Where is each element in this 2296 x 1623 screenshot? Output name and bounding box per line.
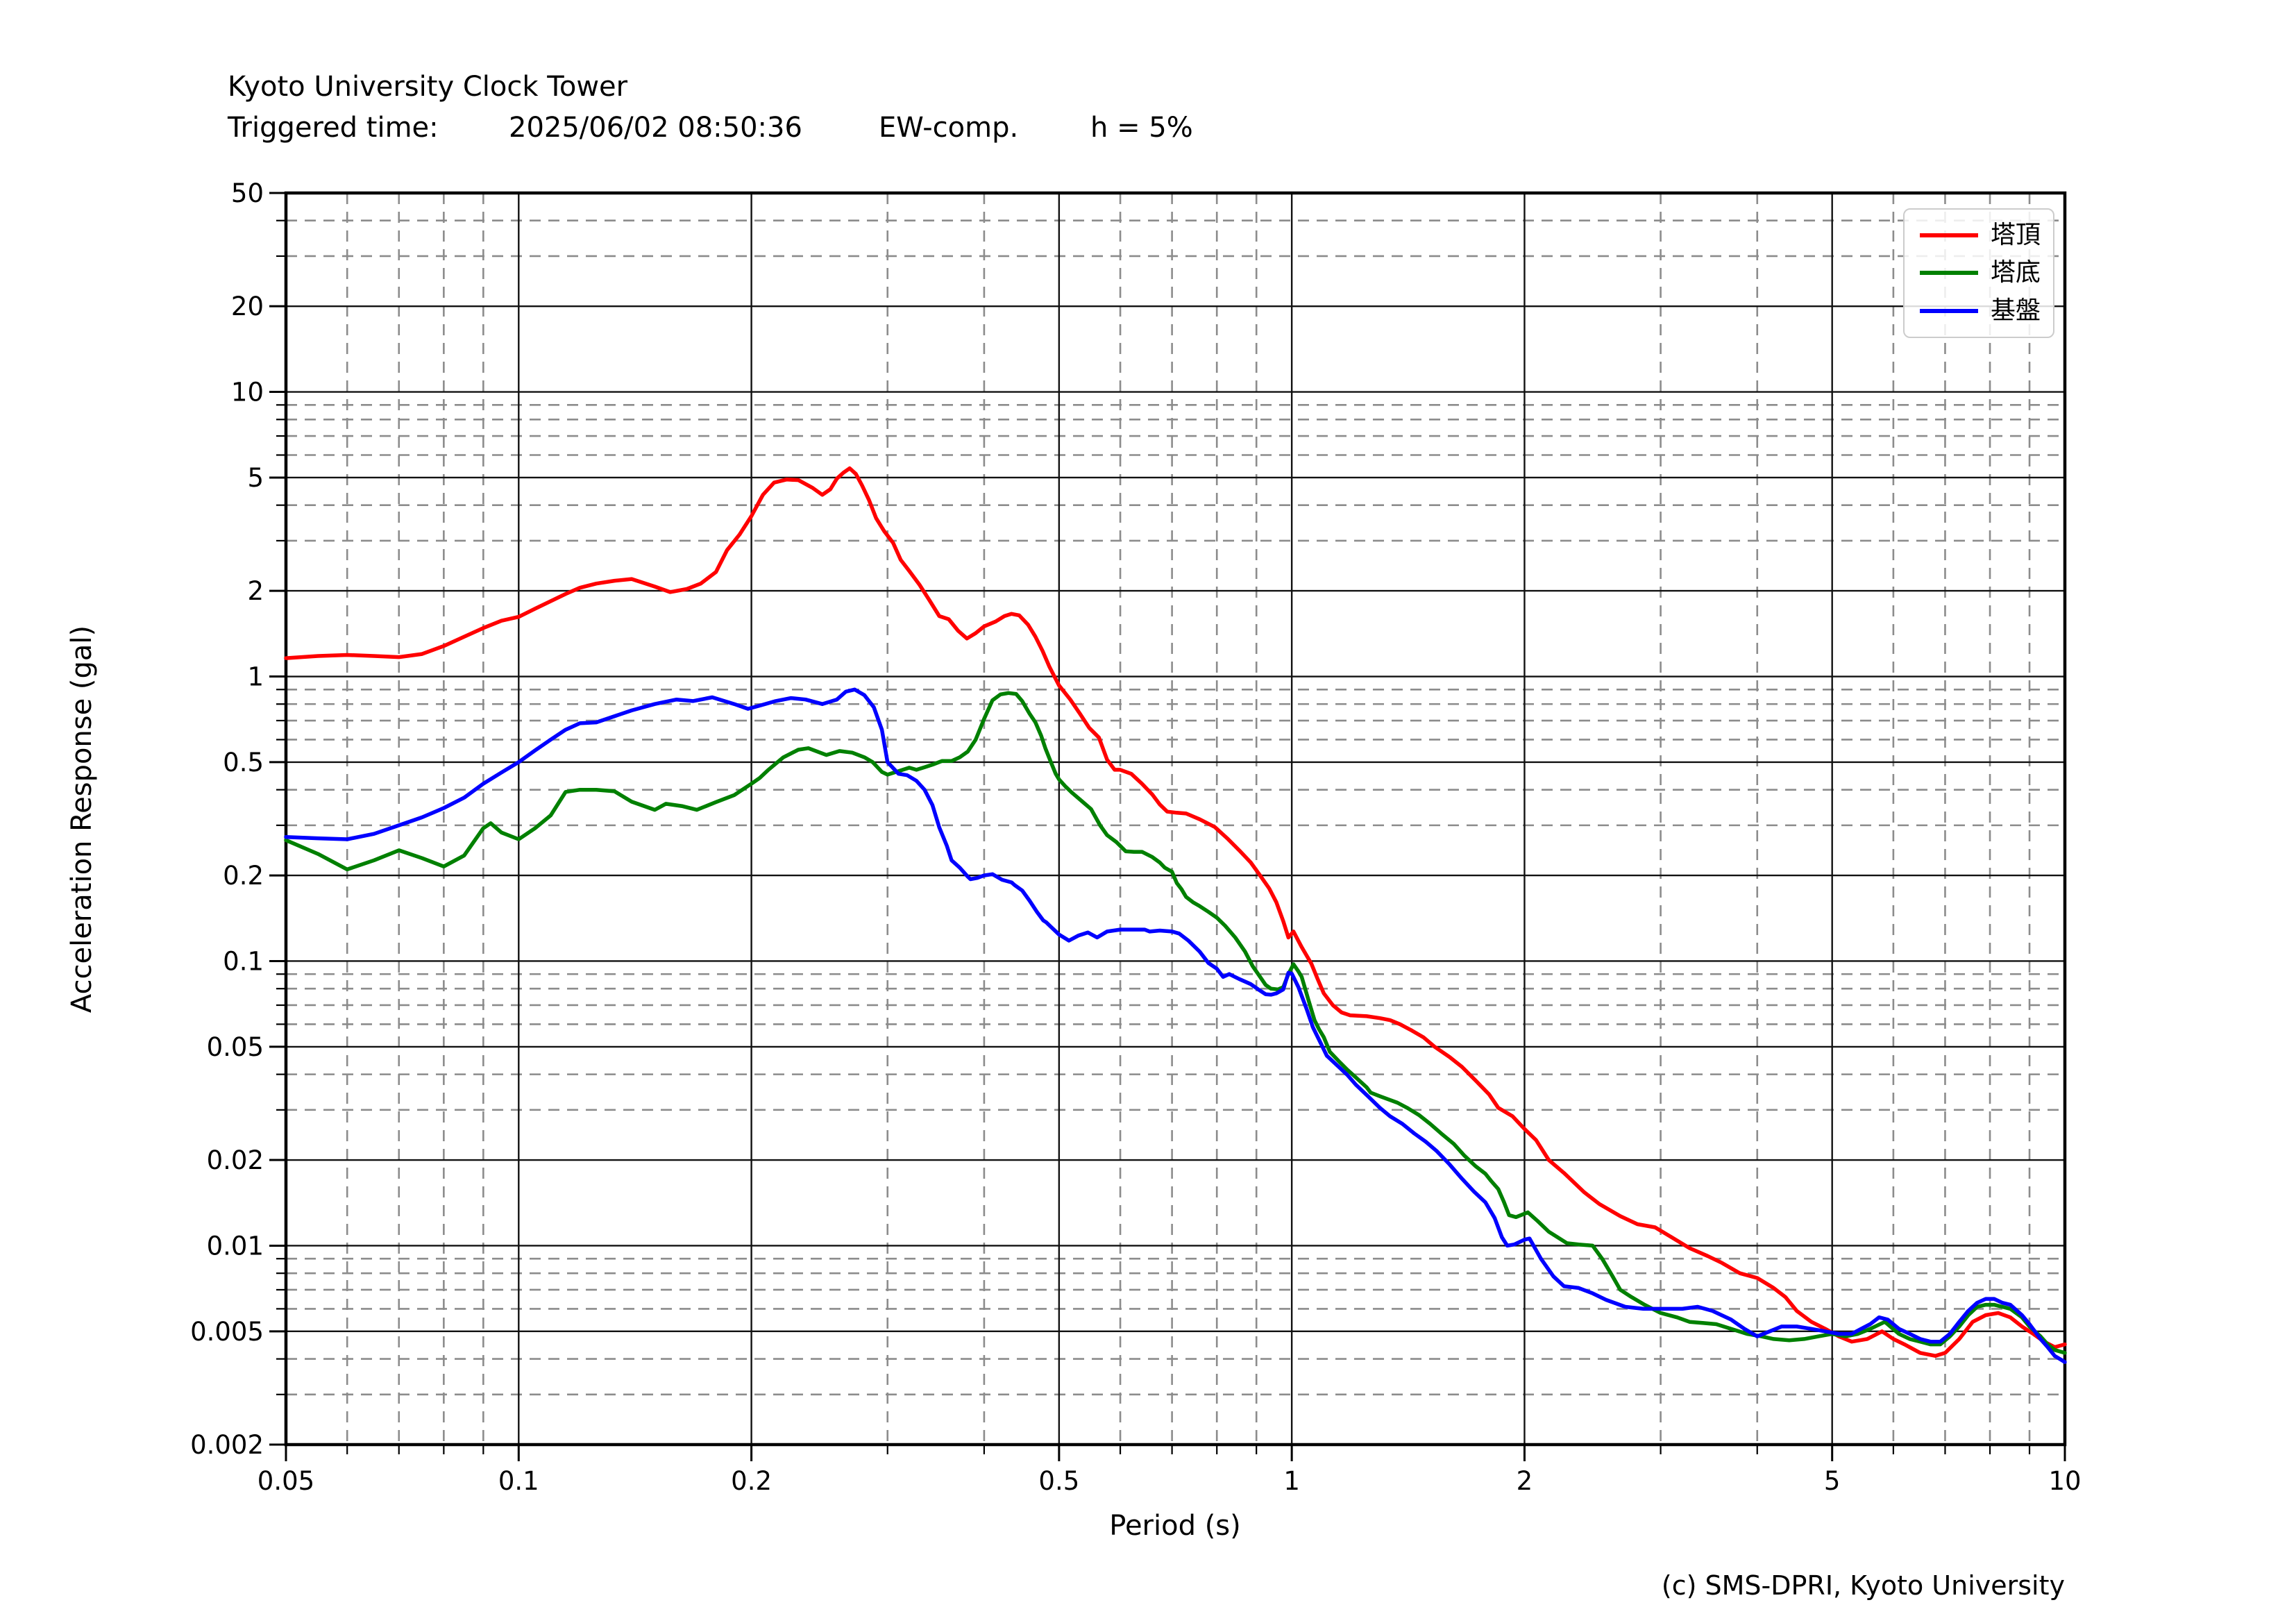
y-tick-label: 0.5: [223, 748, 264, 777]
x-axis-title: Period (s): [1109, 1510, 1241, 1542]
y-tick-label: 0.1: [223, 946, 264, 976]
legend-line-red: [1920, 233, 1978, 238]
component-label: EW-comp.: [879, 112, 1019, 144]
x-tick-label: 2: [1517, 1466, 1533, 1496]
x-tick-label: 1: [1283, 1466, 1300, 1496]
y-tick-label: 10: [231, 378, 264, 407]
x-tick-label: 0.05: [258, 1466, 314, 1496]
y-tick-label: 20: [231, 292, 264, 321]
triggered-time-value: 2025/06/02 08:50:36: [509, 112, 802, 144]
y-tick-label: 1: [247, 662, 264, 692]
legend-item-tower-top: 塔頂: [1905, 223, 2053, 248]
chart-title: Kyoto University Clock Tower: [228, 71, 628, 103]
y-tick-label: 0.01: [207, 1231, 264, 1261]
y-tick-label: 2: [247, 576, 264, 606]
y-tick-label: 0.05: [207, 1032, 264, 1062]
y-tick-label: 0.005: [190, 1317, 264, 1347]
y-tick-label: 50: [231, 178, 264, 208]
legend-line-green: [1920, 271, 1978, 276]
x-tick-label: 0.5: [1038, 1466, 1079, 1496]
copyright-credit: (c) SMS-DPRI, Kyoto University: [1661, 1570, 2065, 1601]
axes-spines: [284, 191, 2067, 1447]
x-tick-label: 5: [1824, 1466, 1841, 1496]
y-axis-title: Acceleration Response (gal): [66, 625, 98, 1014]
series-curve-2: [284, 687, 2067, 1364]
x-tick-label: 0.1: [498, 1466, 539, 1496]
legend-label: 基盤: [1991, 296, 2041, 325]
x-tick-label: 0.2: [731, 1466, 772, 1496]
legend-item-tower-bottom: 塔底: [1905, 260, 2053, 285]
legend-line-blue: [1920, 308, 1978, 313]
y-tick-label: 0.2: [223, 861, 264, 891]
y-tick-label: 5: [247, 463, 264, 493]
legend-label: 塔底: [1991, 258, 2041, 287]
legend-label: 塔頂: [1991, 221, 2041, 250]
damping-label: h = 5%: [1090, 112, 1193, 144]
series-curve-1: [284, 691, 2067, 1355]
triggered-time-label: Triggered time:: [228, 112, 439, 144]
legend-box: 塔頂 塔底 基盤: [1903, 208, 2054, 338]
y-tick-label: 0.002: [190, 1430, 264, 1460]
series-curve-0: [284, 466, 2067, 1358]
y-tick-label: 0.02: [207, 1145, 264, 1175]
x-tick-label: 10: [2048, 1466, 2081, 1496]
legend-item-base: 基盤: [1905, 298, 2053, 323]
